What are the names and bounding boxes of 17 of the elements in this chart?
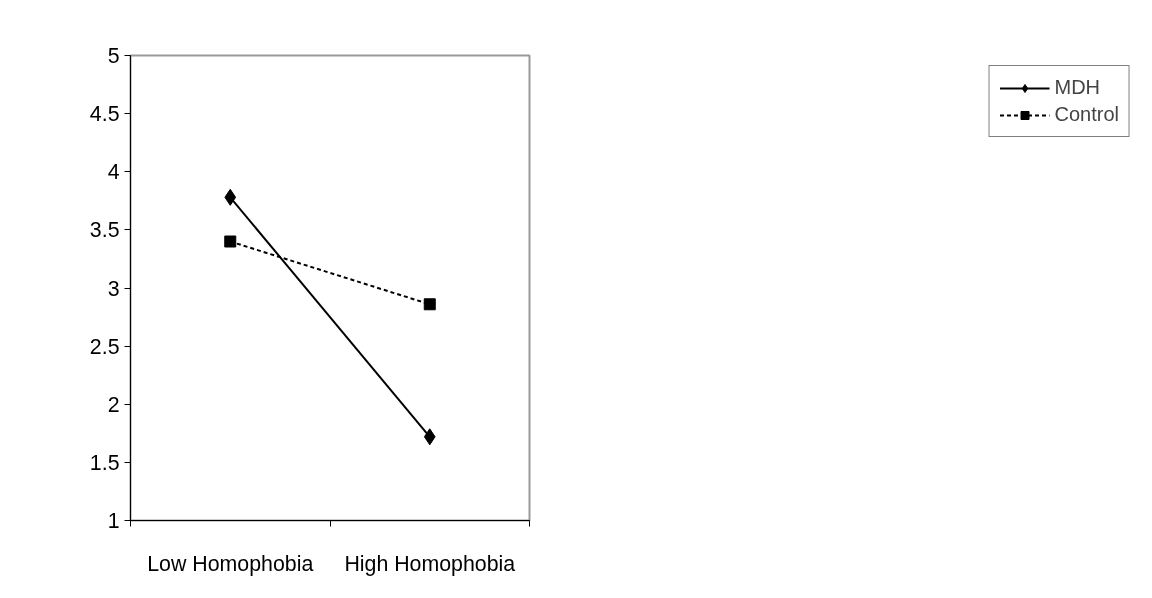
point [224, 235, 237, 248]
point [224, 188, 237, 206]
y-tick-label: 4 [107, 160, 120, 185]
y-tick-label: 3 [107, 276, 120, 301]
y-tick-label: 4.5 [89, 102, 120, 127]
y-tick-label: 2.5 [89, 334, 120, 359]
y-tick-label: 1.5 [89, 450, 120, 475]
x-tick-label: High Homophobia [344, 551, 516, 576]
y-tick-label: 5 [107, 44, 120, 68]
legend-label: MDH [1054, 76, 1101, 99]
x-tick-label: Low Homophobia [147, 551, 314, 576]
point [423, 298, 436, 311]
legend-label: Control [1054, 103, 1119, 126]
y-tick-label: 2 [107, 392, 120, 417]
point [423, 428, 436, 446]
y-tick-label: 3.5 [89, 218, 120, 243]
y-tick-label: 1 [107, 509, 120, 533]
